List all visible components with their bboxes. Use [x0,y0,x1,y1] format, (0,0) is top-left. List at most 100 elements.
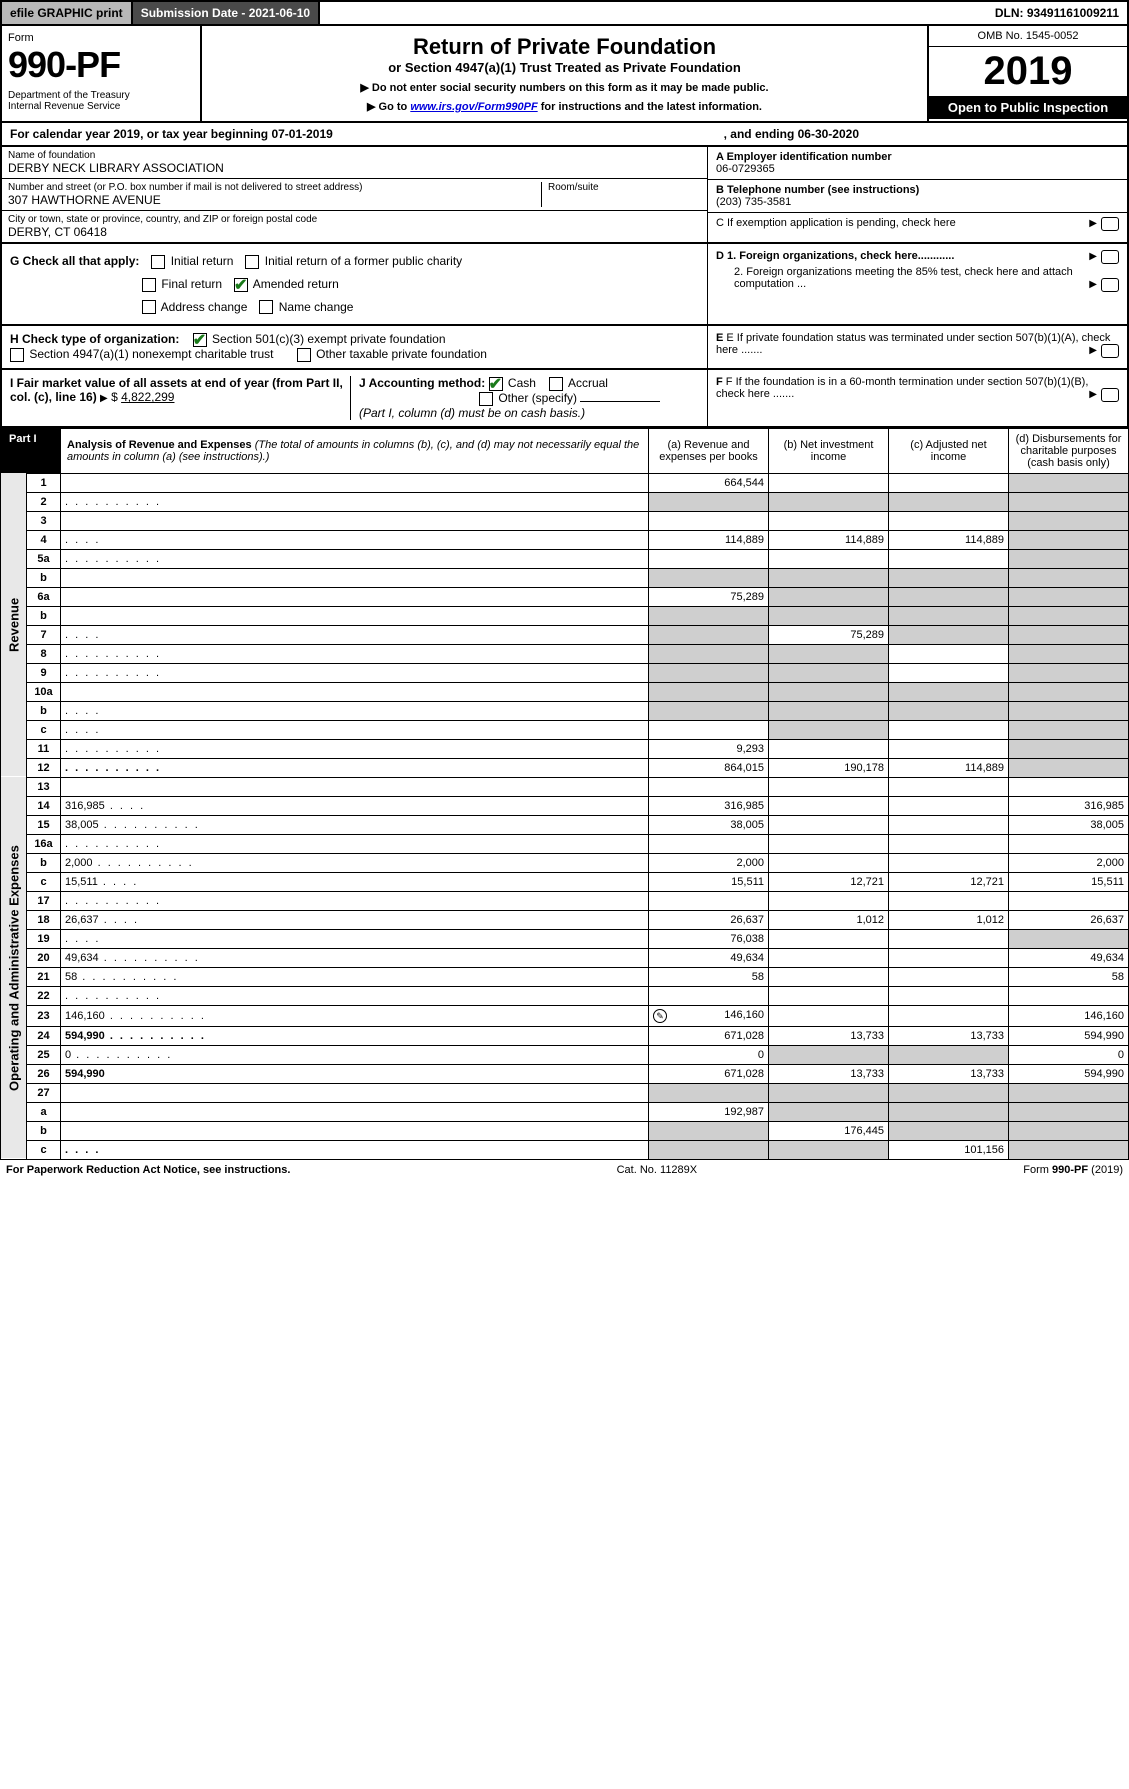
h-row: H Check type of organization: Section 50… [2,326,707,368]
chk-other-method[interactable] [479,392,493,406]
chk-d2[interactable] [1101,278,1119,292]
table-row: 16a [1,834,1129,853]
form-subtitle: or Section 4947(a)(1) Trust Treated as P… [210,60,919,75]
row-num: 6a [27,587,61,606]
chk-final-return[interactable] [142,278,156,292]
irs-link[interactable]: www.irs.gov/Form990PF [410,101,537,113]
row-num: b [27,568,61,587]
row-num: 10a [27,682,61,701]
chk-4947[interactable] [10,348,24,362]
form-title: Return of Private Foundation [210,34,919,60]
cell-c [889,815,1009,834]
table-row: 1538,00538,00538,005 [1,815,1129,834]
cell-c [889,1083,1009,1102]
cell-b: 190,178 [769,758,889,777]
table-row: 775,289 [1,625,1129,644]
row-desc: 49,634 [61,948,649,967]
cell-d [1009,549,1129,568]
cell-d: 26,637 [1009,910,1129,929]
chk-amended[interactable] [234,278,248,292]
chk-e[interactable] [1101,344,1119,358]
cell-c [889,1102,1009,1121]
fmv-value: 4,822,299 [121,390,174,404]
cell-c [889,587,1009,606]
row-desc: 0 [61,1045,649,1064]
cell-a [649,777,769,796]
chk-initial-return[interactable] [151,255,165,269]
part1-table: Part I Analysis of Revenue and Expenses … [0,428,1129,1160]
cell-a [649,986,769,1005]
cell-d [1009,644,1129,663]
row-desc [61,1083,649,1102]
cell-a [649,1140,769,1159]
row-num: 23 [27,1005,61,1026]
chk-name-change[interactable] [259,300,273,314]
cell-d: 2,000 [1009,853,1129,872]
cell-d: 594,990 [1009,1064,1129,1083]
row-desc [61,473,649,492]
chk-accrual[interactable] [549,377,563,391]
table-row: c [1,720,1129,739]
cell-d [1009,891,1129,910]
cell-d [1009,777,1129,796]
table-row: 21585858 [1,967,1129,986]
cell-b [769,682,889,701]
cell-b [769,948,889,967]
revenue-section-label: Revenue [1,473,27,777]
cell-c [889,549,1009,568]
cell-d: 49,634 [1009,948,1129,967]
section-h-e: H Check type of organization: Section 50… [0,326,1129,370]
table-row: 26594,990671,02813,73313,733594,990 [1,1064,1129,1083]
cell-d: 316,985 [1009,796,1129,815]
chk-f[interactable] [1101,388,1119,402]
cell-d [1009,720,1129,739]
cell-c [889,682,1009,701]
table-row: 3 [1,511,1129,530]
cell-b [769,644,889,663]
cell-c [889,1121,1009,1140]
row-num: b [27,606,61,625]
cell-c: 101,156 [889,1140,1009,1159]
chk-address-change[interactable] [142,300,156,314]
col-c-hdr: (c) Adjusted net income [889,428,1009,473]
row-desc [61,834,649,853]
table-row: b2,0002,0002,000 [1,853,1129,872]
cell-d: 15,511 [1009,872,1129,891]
table-row: 14316,985316,985316,985 [1,796,1129,815]
chk-initial-former[interactable] [245,255,259,269]
schedule-icon[interactable]: ✎ [653,1009,667,1023]
table-row: 12864,015190,178114,889 [1,758,1129,777]
row-desc [61,758,649,777]
f-block: F F If the foundation is in a 60-month t… [707,370,1127,426]
calendar-year-row: For calendar year 2019, or tax year begi… [0,123,1129,147]
chk-other-taxable[interactable] [297,348,311,362]
exemption-pending-cell: C If exemption application is pending, c… [708,213,1127,233]
cell-d [1009,625,1129,644]
chk-cash[interactable] [489,377,503,391]
cell-a: 671,028 [649,1026,769,1045]
efile-label: efile GRAPHIC print [2,2,133,24]
table-row: 1826,63726,6371,0121,01226,637 [1,910,1129,929]
cell-d [1009,986,1129,1005]
g-row: G Check all that apply: Initial return I… [10,250,699,318]
cell-a: 664,544 [649,473,769,492]
table-row: 119,293 [1,739,1129,758]
cell-a: 316,985 [649,796,769,815]
form-number: 990-PF [8,44,194,86]
row-desc [61,777,649,796]
cell-a: 76,038 [649,929,769,948]
table-row: 5a [1,549,1129,568]
cell-c [889,929,1009,948]
table-row: 6a75,289 [1,587,1129,606]
chk-501c3[interactable] [193,333,207,347]
cell-d: 594,990 [1009,1026,1129,1045]
row-desc [61,606,649,625]
cell-b [769,834,889,853]
table-row: 1976,038 [1,929,1129,948]
cell-d [1009,682,1129,701]
checkbox-c[interactable] [1101,217,1119,231]
cell-d [1009,606,1129,625]
cell-b [769,1045,889,1064]
chk-d1[interactable] [1101,250,1119,264]
cell-a: 15,511 [649,872,769,891]
